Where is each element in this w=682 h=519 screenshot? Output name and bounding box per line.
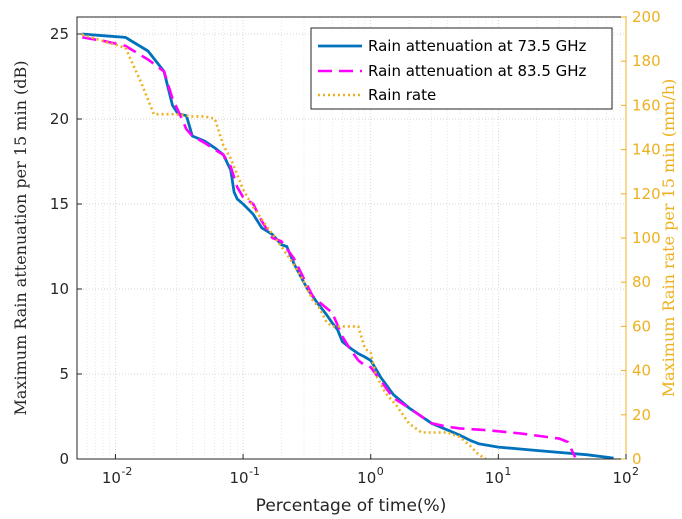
y2-tick-label: 40	[632, 362, 651, 380]
y-tick-label: 5	[59, 365, 69, 383]
x-axis-label: Percentage of time(%)	[256, 496, 447, 516]
y-tick-label: 0	[59, 450, 69, 468]
y2-axis-label: Maximum Rain rate per 15 min (mm/h)	[659, 79, 678, 398]
y-tick-label: 20	[50, 110, 69, 128]
series-layer	[81, 32, 614, 459]
y2-tick-label: 100	[632, 229, 661, 247]
x-tick-exponent: -2	[121, 465, 132, 478]
x-axis: 10 -2 10 -1 10 0 10 1 10 2	[102, 454, 639, 487]
legend-box	[310, 27, 613, 110]
x-tick-label: 10	[357, 469, 376, 487]
legend-label-83-5-ghz: Rain attenuation at 83.5 GHz	[368, 62, 587, 80]
x-tick-exponent: 2	[632, 465, 639, 478]
legend-label-73-5-ghz: Rain attenuation at 73.5 GHz	[368, 37, 587, 55]
x-tick-exponent: -1	[249, 465, 260, 478]
y2-tick-label: 80	[632, 273, 651, 291]
y-tick-label: 25	[50, 25, 69, 43]
x-tick-label: 10	[612, 469, 631, 487]
x-tick-label: 10	[102, 469, 121, 487]
y2-tick-label: 200	[632, 8, 661, 26]
y2-tick-label: 180	[632, 52, 661, 70]
y2-tick-label: 0	[632, 450, 642, 468]
right-axis: 0 20 40 60 80 100 120 140 160 180 200	[621, 8, 661, 468]
y-tick-label: 15	[50, 195, 69, 213]
legend: Rain attenuation at 73.5 GHz Rain attenu…	[310, 27, 613, 110]
x-tick-exponent: 1	[504, 465, 511, 478]
y2-tick-label: 120	[632, 185, 661, 203]
series-line-83-5-ghz	[82, 36, 577, 458]
left-axis: 0 5 10 15 20 25	[50, 25, 82, 468]
y2-tick-label: 140	[632, 141, 661, 159]
x-tick-label: 10	[485, 469, 504, 487]
y2-tick-label: 160	[632, 96, 661, 114]
y-axis-label: Maximum Rain attenuation per 15 min (dB)	[11, 61, 30, 416]
y2-tick-label: 60	[632, 317, 651, 335]
series-line-73-5-ghz	[82, 32, 614, 459]
x-tick-exponent: 0	[377, 465, 384, 478]
legend-label-rain-rate: Rain rate	[368, 86, 436, 104]
x-tick-label: 10	[230, 469, 249, 487]
y2-tick-label: 20	[632, 406, 651, 424]
y-tick-label: 10	[50, 280, 69, 298]
